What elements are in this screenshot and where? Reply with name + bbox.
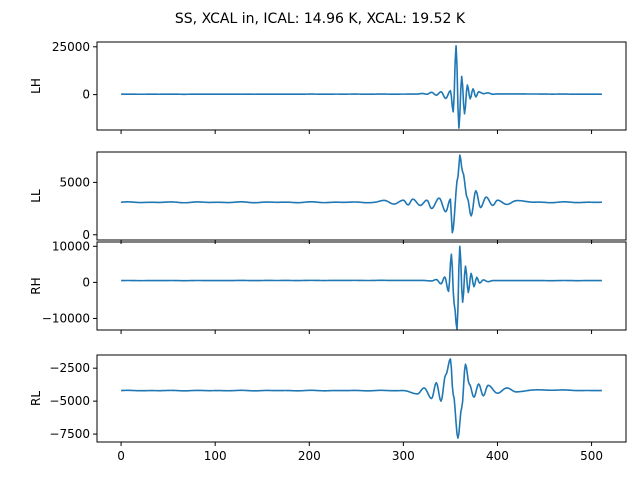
x-tick-label: 300: [392, 449, 415, 463]
x-tick-label: 0: [117, 449, 125, 463]
y-axis-label: LH: [29, 78, 43, 94]
x-tick-label: 500: [580, 449, 603, 463]
chart-title: SS, XCAL in, ICAL: 14.96 K, XCAL: 19.52 …: [175, 11, 466, 27]
y-tick-label: −10000: [42, 311, 90, 325]
axes-frame: [96, 41, 627, 131]
panel-rh: −10000 0 10000 RH: [29, 239, 627, 334]
y-tick-label: 25000: [52, 40, 90, 54]
series-line-ll: [121, 154, 602, 234]
y-tick-label: −2500: [49, 361, 90, 375]
y-axis-label: RH: [29, 277, 43, 294]
panel-ll: 0 5000 LL: [29, 151, 627, 244]
y-tick-label: 0: [82, 275, 90, 289]
axes-frame: [96, 241, 627, 331]
y-tick-label: 0: [82, 228, 90, 242]
series-line-rh: [121, 245, 602, 331]
series-line-rl: [121, 358, 602, 439]
axes-frame: [96, 151, 627, 241]
x-tick-label: 400: [486, 449, 509, 463]
y-tick-label: 10000: [52, 239, 90, 253]
panels: 025000LH05000LL−10000010000RH−7500−5000−…: [29, 40, 627, 463]
y-tick-label: 5000: [59, 175, 90, 189]
y-tick-label: −5000: [49, 394, 90, 408]
panel-rl: −7500 −5000 −2500 0 100 200 300 400 500 RL: [29, 354, 627, 463]
y-axis-label: RL: [29, 391, 43, 406]
x-tick-label: 200: [298, 449, 321, 463]
y-tick-label: −7500: [49, 427, 90, 441]
series-line-lh: [121, 45, 602, 129]
y-tick-label: 0: [82, 88, 90, 102]
x-tick-label: 100: [204, 449, 227, 463]
y-axis-label: LL: [29, 189, 43, 203]
axes-frame: [96, 354, 627, 443]
panel-lh: 0 25000 LH: [29, 40, 627, 134]
